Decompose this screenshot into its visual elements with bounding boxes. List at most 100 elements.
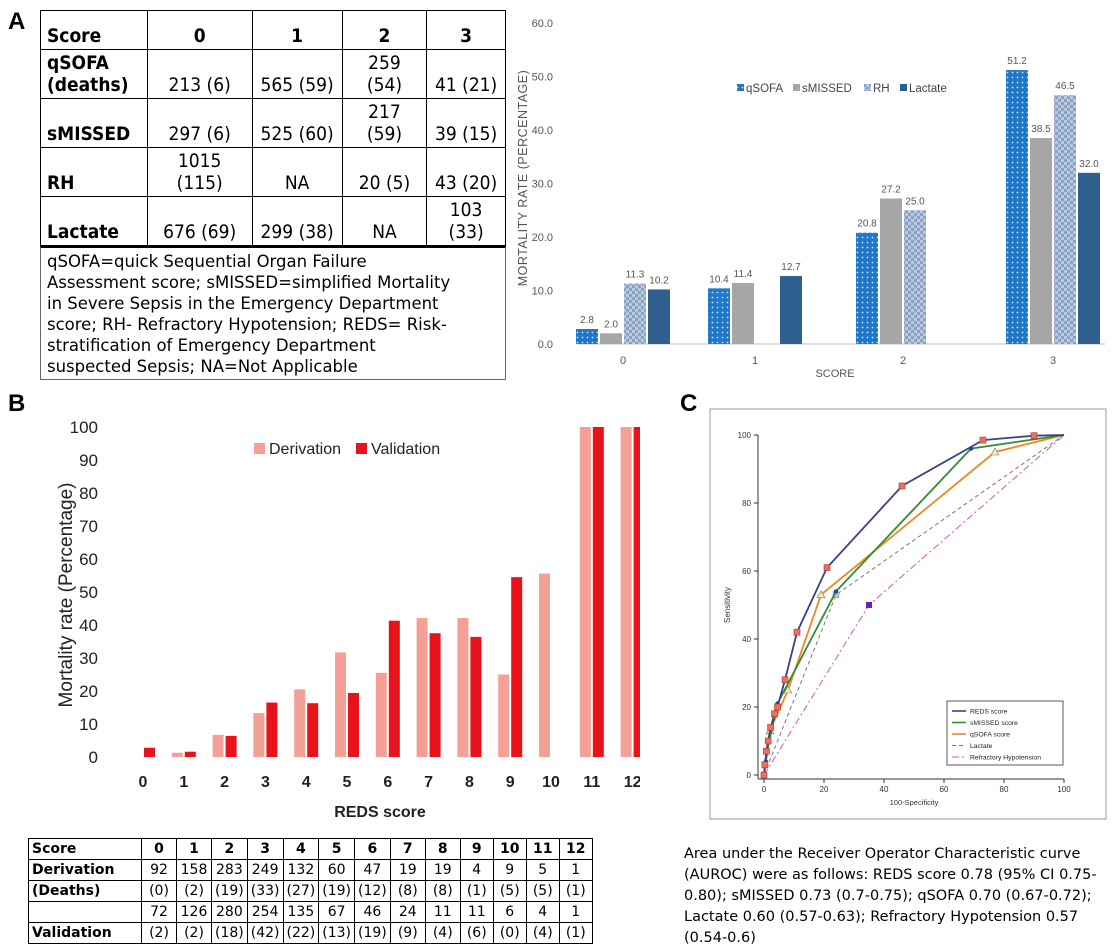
table-a-cell: NA	[251, 147, 343, 197]
chart-b-xtick: 5	[343, 774, 352, 791]
table-a-row-label: sMISSED	[40, 98, 148, 148]
chart-b-xtick: 11	[583, 774, 600, 791]
table-b-cell: 254	[246, 901, 284, 923]
chart-b-ytick: 80	[79, 484, 98, 503]
table-a-row-label-line: qSOFA	[47, 52, 109, 74]
chart-a-legend-label: Lactate	[909, 83, 947, 95]
chart-b-xtick: 1	[179, 774, 188, 791]
table-b-cell: (6)	[459, 922, 494, 944]
table-b-header-cell: 11	[525, 838, 560, 860]
table-a-cell: 565 (59)	[251, 49, 343, 99]
chart-b-xtick: 0	[139, 774, 148, 791]
chart-c-marker	[1030, 432, 1038, 439]
chart-c-legend: REDS score sMISSED score qSOFA score Lactat…	[946, 700, 1064, 766]
table-b-cell: (2)	[176, 922, 212, 944]
chart-b-bar	[416, 618, 428, 757]
chart-a-data-label: 27.2	[881, 184, 901, 195]
chart-b-ytick: 70	[79, 517, 98, 536]
chart-c-xtick: 40	[880, 785, 889, 794]
chart-a-data-label: 25.0	[905, 196, 925, 207]
table-b-cell: 280	[211, 901, 248, 923]
note-line: qSOFA=quick Sequential Organ Failure	[47, 252, 367, 271]
table-b-cell: 126	[176, 901, 212, 923]
score-table-b: Score 0 1 2 3 4 5 6 7 8 9 10 11 12 Derivation 92 158 283 2…	[28, 838, 593, 944]
chart-a-bar	[708, 288, 730, 344]
table-b-cell: (9)	[389, 922, 426, 944]
chart-b-bar	[144, 747, 155, 757]
table-b-cell: (22)	[282, 922, 320, 944]
chart-c-marker	[761, 761, 769, 769]
chart-a-legend-swatch	[864, 84, 871, 91]
table-b-cell: (12)	[354, 880, 391, 902]
chart-b-ytick: 0	[89, 748, 98, 767]
table-a-cell: 676 (69)	[146, 196, 253, 246]
table-b-cell: (1)	[558, 880, 593, 902]
chart-b-bar	[171, 752, 183, 757]
chart-a-ytick: 50.0	[532, 72, 553, 84]
chart-b-xtick: 10	[542, 774, 560, 791]
score-table-b-grid: Score 0 1 2 3 4 5 6 7 8 9 10 11 12 Derivation 92 158 283 2…	[28, 838, 593, 944]
chart-a-bar	[732, 283, 754, 344]
chart-a-legend-label: qSOFA	[746, 83, 783, 95]
chart-b-bar	[348, 692, 359, 757]
chart-a-bar	[600, 333, 622, 344]
table-a-cell: 103 (33)	[426, 196, 506, 246]
table-b-header-cell: 9	[459, 838, 494, 860]
table-b-header-cell: 7	[389, 838, 426, 860]
chart-a-ytick: 20.0	[532, 232, 553, 244]
table-b-cell: 19	[389, 859, 426, 881]
table-b-cell: 5	[525, 859, 560, 881]
table-a-row-label: Lactate	[40, 196, 148, 246]
chart-a-ytick: 60.0	[532, 18, 553, 30]
chart-a-xtick: 0	[620, 355, 626, 367]
table-a-cell: 43 (20)	[426, 147, 506, 197]
table-b-row-label: (Deaths)	[28, 880, 142, 902]
chart-b-bar	[457, 618, 469, 757]
chart-c-legend-box	[946, 700, 1064, 766]
chart-a-xtick: 2	[900, 355, 906, 367]
table-b-header-cell: 0	[141, 838, 177, 860]
chart-b-bar	[579, 427, 591, 757]
chart-c-marker	[774, 703, 781, 711]
chart-b-bar	[307, 703, 319, 757]
chart-c-series-line	[763, 434, 1065, 776]
table-a-cell: 20 (5)	[341, 147, 428, 197]
table-a-header-cell: 1	[251, 10, 343, 50]
chart-b-legend-swatch	[254, 443, 265, 454]
chart-c-xtick: 80	[1000, 785, 1009, 794]
chart-b-legend-label: Validation	[371, 441, 440, 458]
table-b-row: 72 126 280 254 135 67 46 24 11 11 6 4 1	[28, 901, 593, 923]
chart-c-xtick: 20	[820, 785, 829, 794]
chart-b-xtick: 8	[465, 774, 474, 791]
table-a-cell: 259 (54)	[341, 49, 428, 99]
chart-b-xtick: 6	[383, 774, 392, 791]
chart-a-data-label: 2.8	[580, 315, 594, 326]
chart-b-ytick: 90	[79, 451, 98, 470]
table-b-header-cell: 3	[246, 838, 284, 860]
chart-c-marker	[764, 737, 772, 745]
table-b-cell: (8)	[389, 880, 426, 902]
table-b-cell: (5)	[492, 880, 527, 902]
chart-a-bar	[904, 210, 926, 344]
note-line: suspected Sepsis; NA=Not Applicable	[47, 357, 358, 376]
table-b-cell: 249	[246, 859, 284, 881]
chart-b-xtick: 3	[261, 774, 270, 791]
chart-a-legend-label: RH	[873, 83, 890, 95]
chart-c-marker	[866, 602, 872, 608]
panel-label-c: C	[680, 390, 698, 417]
table-b-cell: (19)	[211, 880, 248, 902]
chart-b-xtick: 2	[220, 774, 229, 791]
table-b-cell: (4)	[424, 922, 461, 944]
chart-b-ylabel: Mortality rate (Percentage)	[56, 483, 77, 708]
chart-b-xtick: 7	[424, 774, 433, 791]
table-b-cell: 135	[282, 901, 320, 923]
table-b-cell: 19	[424, 859, 461, 881]
chart-b-bar	[335, 652, 346, 757]
chart-a-legend-swatch	[793, 84, 800, 91]
table-a-cell: NA	[341, 196, 428, 246]
table-b-cell: (33)	[246, 880, 284, 902]
table-b-cell: (5)	[525, 880, 560, 902]
chart-a-data-label: 2.0	[604, 319, 618, 330]
chart-c-ytick: 80	[742, 499, 751, 508]
chart-a-data-label: 10.2	[649, 275, 669, 286]
